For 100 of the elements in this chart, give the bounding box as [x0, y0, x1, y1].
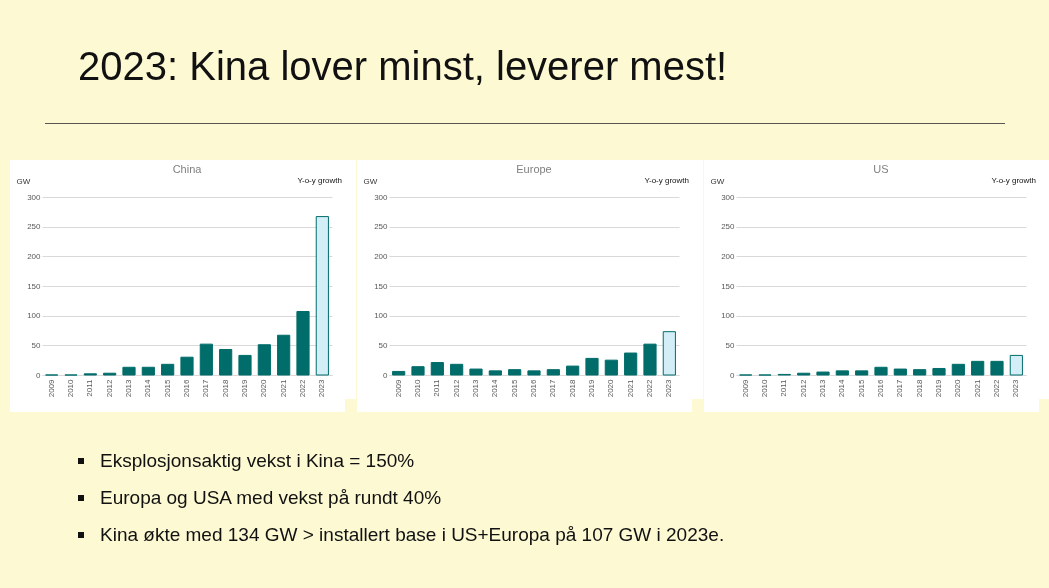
x-tick-label: 2015 [509, 378, 519, 398]
y-tick-label: 0 [730, 370, 736, 380]
bar [855, 370, 869, 376]
text: Y-o-y growth [297, 176, 342, 185]
text: Europa og USA med vekst på rundt 40% [100, 487, 442, 509]
y-tick-label: 100 [27, 311, 42, 321]
x-tick-label: 2013 [471, 378, 480, 398]
bar [604, 359, 618, 376]
y-axis-title: GW [710, 176, 725, 186]
text: Eksplosjonsaktig vekst i Kina = 150% [100, 450, 415, 472]
bar [469, 368, 483, 376]
chart-title: China [172, 163, 203, 175]
bar [219, 348, 233, 376]
x-tick-label: 2014 [490, 378, 500, 398]
x-tick-label: 2016 [182, 378, 191, 398]
chart-title: Europe [516, 163, 552, 175]
bar [315, 216, 329, 376]
x-tick-label: 2021 [278, 378, 288, 398]
x-tick-label: 2019 [587, 378, 596, 398]
y-tick-label: 50 [725, 340, 736, 350]
x-tick-label: 2022 [645, 378, 654, 398]
x-tick-label: 2014 [837, 378, 847, 398]
bar [643, 343, 657, 376]
x-tick-label: 2023 [1011, 378, 1021, 398]
x-tick-label: 2020 [606, 378, 616, 398]
bar [971, 360, 985, 376]
bar [566, 365, 580, 376]
y-tick-label: 50 [31, 340, 42, 350]
bar [392, 370, 406, 376]
x-tick-label: 2010 [66, 378, 75, 398]
bar [450, 363, 464, 376]
x-tick-label: 2015 [162, 378, 172, 398]
bar [296, 311, 310, 376]
text: Y-o-y growth [644, 176, 689, 185]
x-tick-label: 2009 [740, 378, 750, 398]
bar [180, 356, 194, 376]
y-tick-label: 200 [27, 251, 42, 261]
bar [122, 366, 136, 376]
y-tick-label: 250 [721, 222, 736, 232]
y-tick-label: 250 [27, 222, 42, 232]
x-tick-label: 2017 [548, 378, 558, 398]
x-tick-label: 2014 [143, 378, 153, 398]
x-tick-label: 2016 [529, 378, 538, 398]
text: 2023: Kina lover minst, leverer mest! [78, 44, 728, 89]
bar [238, 354, 252, 376]
bar [161, 363, 175, 376]
bar [585, 357, 599, 376]
y-tick-label: 150 [374, 281, 389, 291]
x-tick-label: 2011 [432, 378, 442, 397]
x-tick-label: 2010 [760, 378, 769, 398]
chart-title: US [873, 163, 889, 175]
x-tick-label: 2016 [876, 378, 885, 398]
bar [990, 360, 1004, 376]
bar [277, 334, 291, 376]
x-tick-label: 2012 [104, 378, 114, 398]
y-tick-label: 150 [721, 281, 736, 291]
y-tick-label: 150 [27, 281, 42, 291]
x-tick-label: 2011 [779, 378, 789, 397]
x-tick-label: 2012 [451, 378, 461, 398]
y-tick-label: 250 [374, 222, 389, 232]
bar [430, 362, 444, 376]
bar [951, 363, 965, 376]
bar [411, 366, 425, 376]
x-tick-label: 2023 [664, 378, 674, 398]
x-tick-label: 2010 [413, 378, 422, 398]
text: Kina økte med 134 GW > installert base i US+Europa på 107 GW i 2023e. [100, 524, 725, 546]
x-tick-label: 2013 [818, 378, 827, 398]
y-axis-title: GW [16, 176, 31, 186]
bar [1009, 354, 1023, 376]
text: Y-o-y growth [991, 176, 1036, 185]
bar [624, 352, 638, 376]
bar [932, 367, 946, 376]
x-tick-label: 2021 [625, 378, 635, 398]
x-tick-label: 2023 [317, 378, 327, 398]
x-tick-label: 2020 [259, 378, 269, 398]
x-tick-label: 2018 [220, 378, 230, 398]
x-tick-label: 2009 [46, 378, 56, 398]
bar [199, 343, 213, 376]
y-tick-label: 100 [374, 311, 389, 321]
x-tick-label: 2009 [393, 378, 403, 398]
bar [913, 369, 927, 376]
y-tick-label: 0 [383, 370, 389, 380]
x-tick-label: 2018 [914, 378, 924, 398]
y-tick-label: 300 [27, 192, 42, 202]
y-tick-label: 200 [721, 251, 736, 261]
x-tick-label: 2018 [567, 378, 577, 398]
bar [835, 370, 849, 376]
bar [488, 370, 502, 376]
bar [141, 366, 155, 376]
y-axis-title: GW [363, 176, 378, 186]
y-tick-label: 300 [721, 192, 736, 202]
bar [662, 331, 676, 376]
bar [874, 366, 888, 376]
x-tick-label: 2019 [934, 378, 943, 398]
bar [816, 371, 830, 376]
bar [527, 370, 541, 376]
bar [508, 369, 522, 376]
y-tick-label: 300 [374, 192, 389, 202]
x-tick-label: 2012 [798, 378, 808, 398]
x-tick-label: 2015 [856, 378, 866, 398]
